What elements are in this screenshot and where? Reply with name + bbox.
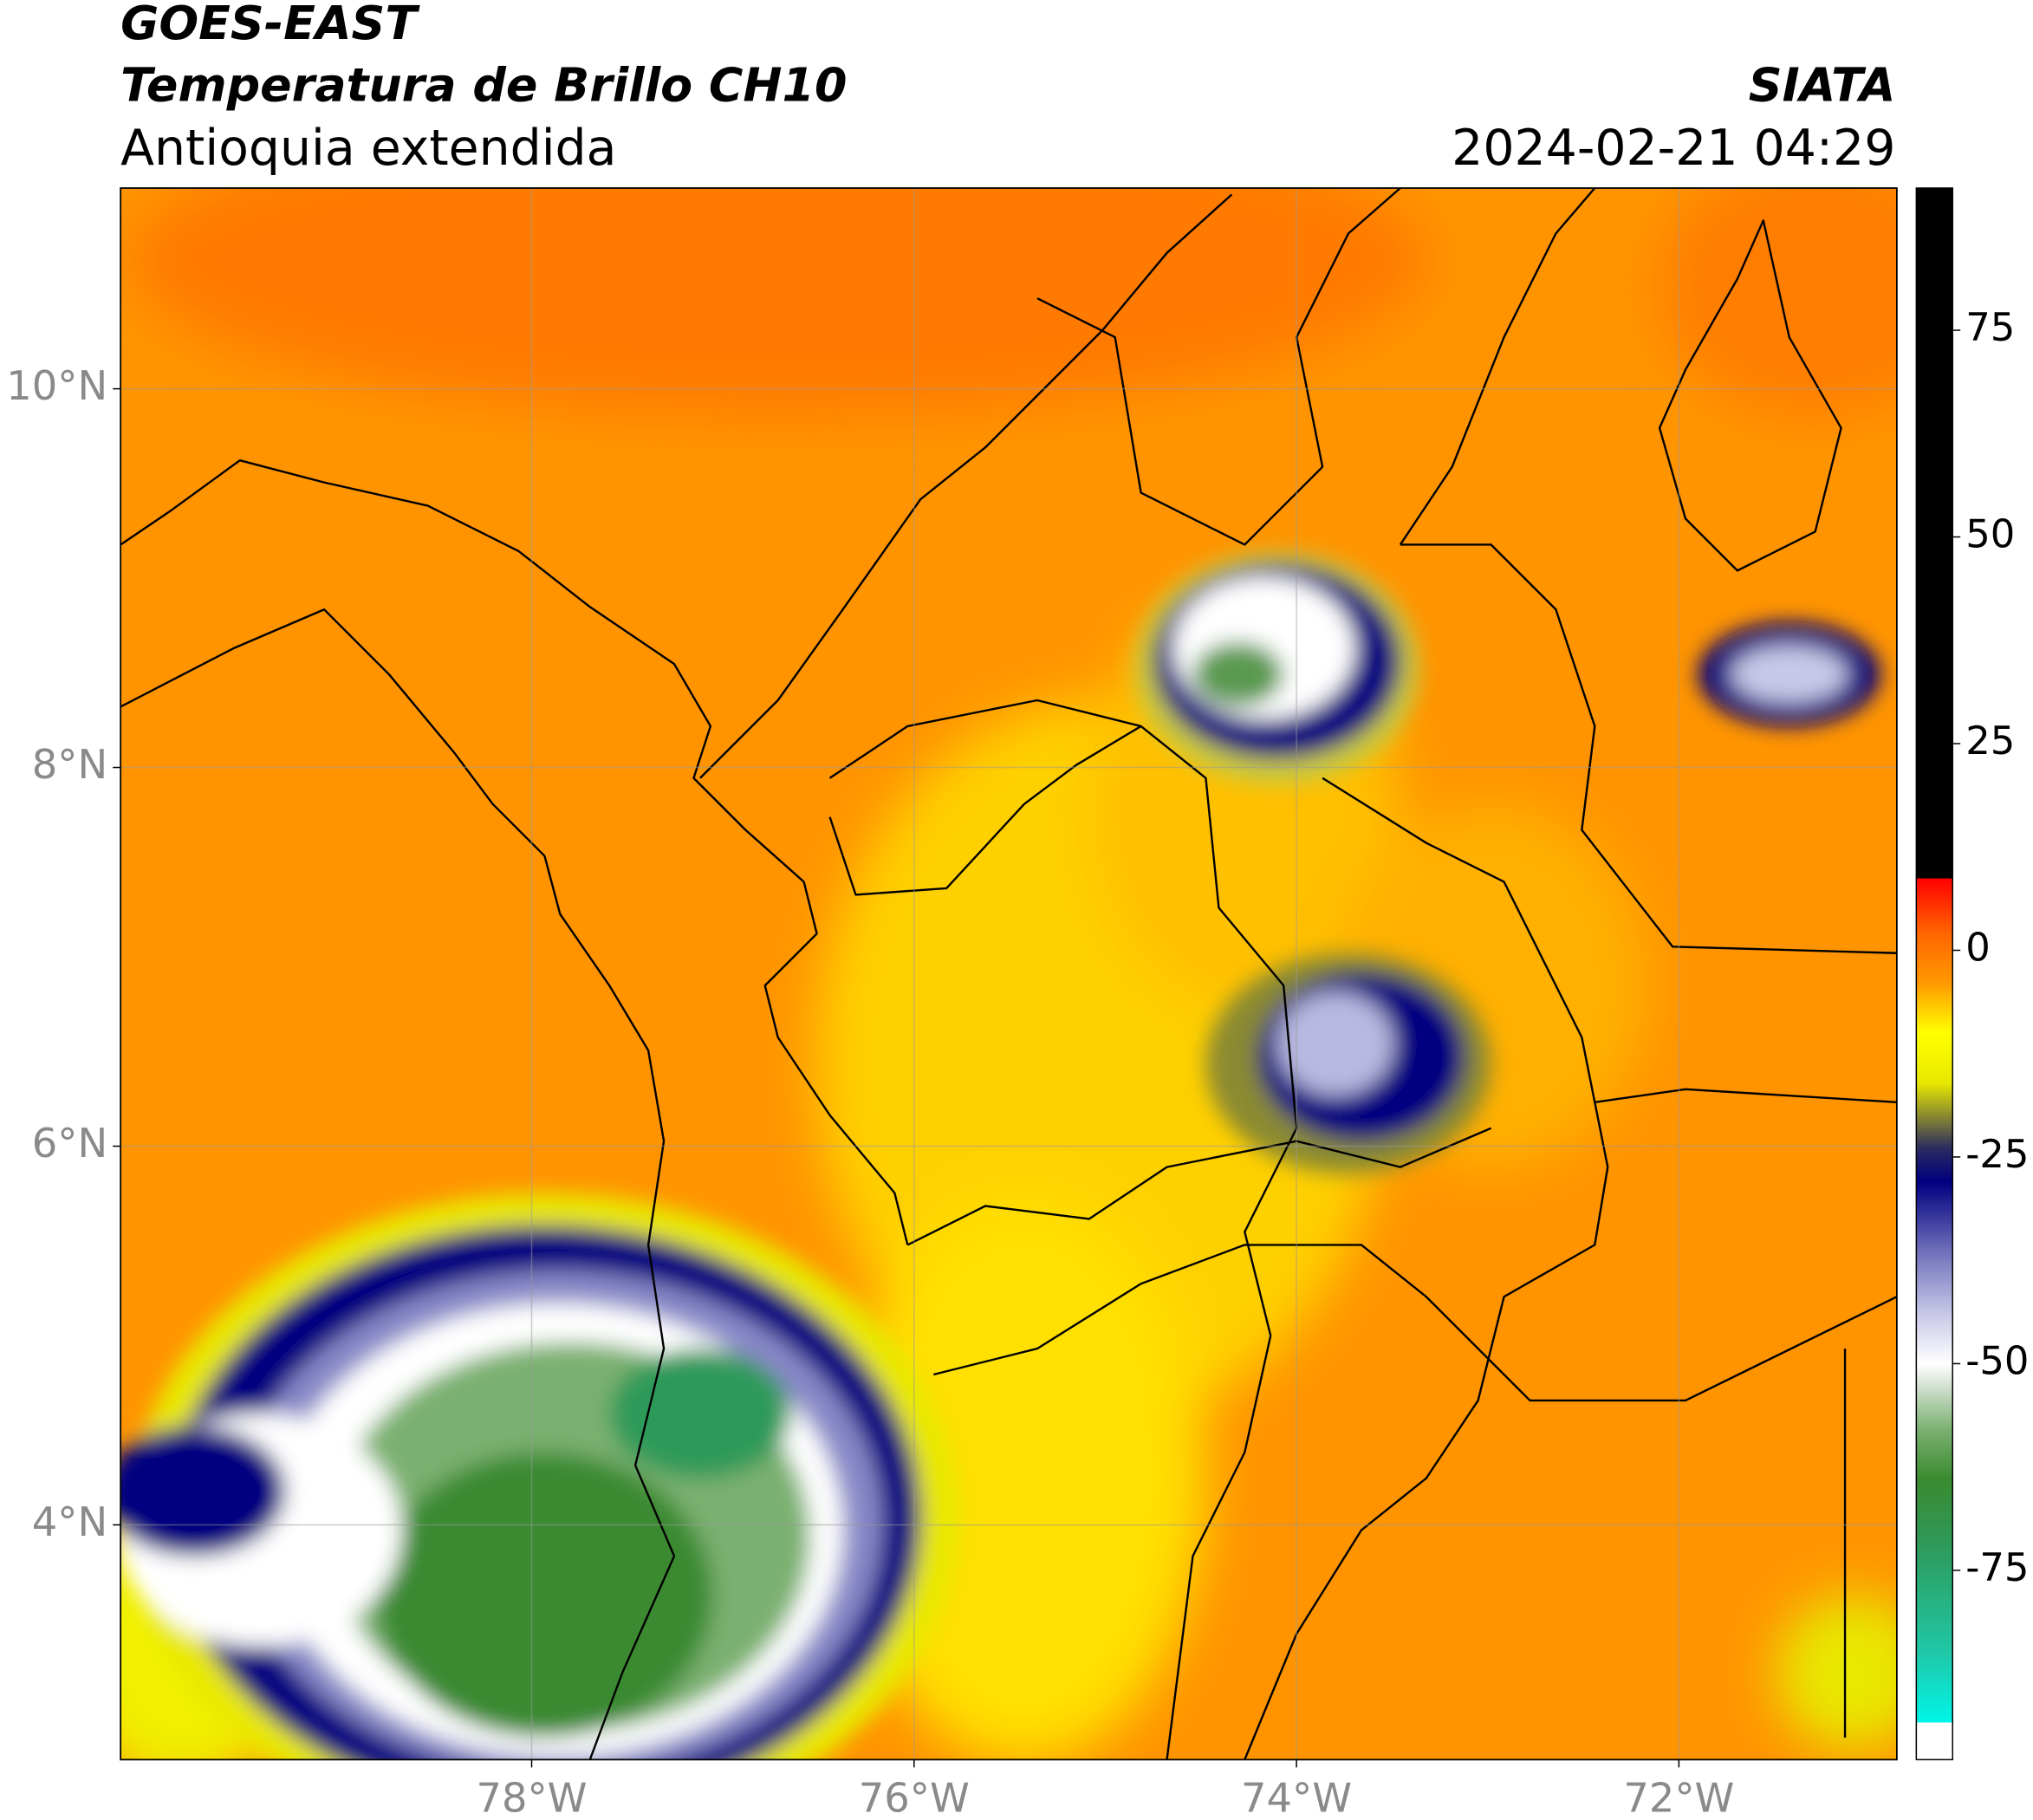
- colorbar-tick-label: -75: [1965, 1544, 2029, 1590]
- coastline: [1658, 219, 1842, 572]
- x-tick-label: 72°W: [1623, 1775, 1734, 1820]
- colorbar-tick-label: 25: [1965, 718, 2015, 764]
- colorbar: [1915, 187, 1953, 1761]
- x-tick-label: 74°W: [1241, 1775, 1352, 1820]
- cloud-central: [1205, 952, 1491, 1174]
- map-frame: [120, 187, 1898, 1761]
- x-tick-label: 76°W: [859, 1775, 970, 1820]
- cool-area: [1776, 1595, 1897, 1751]
- border-line: [1244, 777, 1609, 1760]
- colorbar-tick-label: -25: [1965, 1131, 2029, 1177]
- border-line: [1595, 1088, 1897, 1104]
- y-tick-label: 10°N: [6, 362, 107, 409]
- x-tick-label: 78°W: [476, 1775, 587, 1820]
- coastline: [699, 193, 1233, 779]
- timestamp: 2024-02-21 04:29: [1452, 120, 1895, 177]
- colorbar-tick-label: -50: [1965, 1337, 2029, 1383]
- source: SIATA: [1749, 58, 1896, 113]
- border-line: [906, 1127, 1492, 1246]
- warm-area: [1660, 188, 1897, 415]
- region: Antioquia extendida: [120, 120, 616, 177]
- border-line: [932, 1244, 1897, 1402]
- y-tick-label: 4°N: [32, 1498, 107, 1545]
- border-line: [828, 725, 1142, 896]
- colorbar-tick-label: 50: [1965, 511, 2015, 557]
- colorbar-tick-label: 0: [1965, 925, 1991, 971]
- border-line: [828, 699, 1298, 1760]
- border-line: [1036, 188, 1401, 546]
- coastline: [120, 459, 909, 1245]
- grid: [120, 188, 1897, 1760]
- colorbar-tick-label: 75: [1965, 304, 2015, 350]
- y-tick-label: 6°N: [32, 1120, 107, 1167]
- subtitle: Temperatura de Brillo CH10: [120, 58, 847, 113]
- cloud-north: [1134, 550, 1420, 785]
- border-line: [1399, 188, 1596, 546]
- title: GOES-EAST: [120, 0, 420, 50]
- borders: [120, 188, 1897, 1760]
- cloud-east: [1698, 622, 1880, 726]
- warm-area: [129, 188, 1426, 415]
- cloud-southwest: [120, 1193, 960, 1760]
- border-line: [1400, 543, 1897, 954]
- coastline: [120, 608, 676, 1760]
- y-tick-label: 8°N: [32, 741, 107, 788]
- map-field: [120, 188, 1897, 1760]
